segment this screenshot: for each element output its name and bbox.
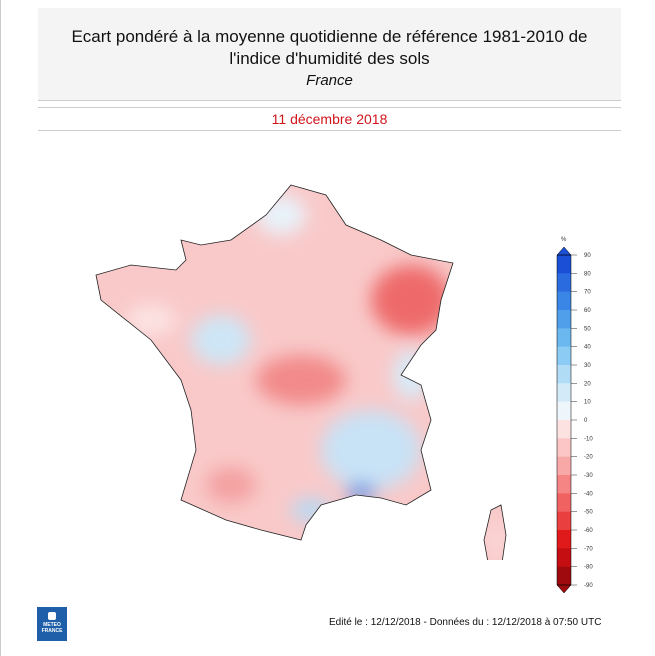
legend-tick-label: -30 [584,473,593,479]
legend-swatch [557,420,571,439]
legend-tick-label: -20 [584,455,593,461]
legend-tick-label: 20 [584,381,591,387]
legend-tick-label: 0 [584,418,588,424]
legend-swatch [557,493,571,512]
legend-swatch [557,291,571,311]
legend-swatch [557,365,571,384]
legend-tick-label: 70 [584,290,591,296]
legend-swatch [557,548,571,567]
legend-swatch [557,328,571,347]
legend-tick-label: -60 [584,528,593,534]
meteo-france-logo: METEO FRANCE [37,607,67,641]
legend-tick-label: -40 [584,491,593,497]
map-subtitle: France [306,72,353,89]
legend-swatch [557,511,571,531]
legend-tick-label: 10 [584,400,591,406]
map-title: Ecart pondéré à la moyenne quotidienne d… [38,26,621,70]
legend-swatch [557,310,571,329]
legend-swatch [557,401,571,421]
legend-swatch [557,456,571,476]
legend-swatch [557,255,571,274]
legend-swatch [557,566,571,586]
legend-arrow-bottom [556,584,572,594]
legend-swatch [557,383,571,402]
legend-tick-label: -80 [584,565,593,571]
legend-arrow-top [556,246,572,256]
legend-swatch [557,475,571,494]
legend-tick-label: 80 [584,271,591,277]
header: Ecart pondéré à la moyenne quotidienne d… [38,8,621,101]
legend-tick-label: 90 [584,253,591,259]
france-map [95,184,507,560]
date-label: 11 décembre 2018 [38,107,621,131]
legend-tick-label: -50 [584,510,593,516]
legend-unit: % [561,237,567,243]
legend-tick-label: 30 [584,363,591,369]
title-line-1: Ecart pondéré à la moyenne quotidienne d… [71,27,588,46]
legend-tick-label: 50 [584,326,591,332]
legend-tick-label: -10 [584,436,593,442]
legend-swatch [557,346,571,366]
legend-swatch [557,273,571,292]
footer-edit-info: Edité le : 12/12/2018 - Données du : 12/… [329,617,602,628]
color-legend: 90 80 70 60 50 40 30 20 10 0 -10 -20 -30 -40 -50 -60 -70… [556,237,593,594]
legend-tick-label: 60 [584,308,591,314]
legend-tick-label: 40 [584,345,591,351]
legend-swatch [557,530,571,549]
legend-swatch [557,438,571,457]
legend-tick-label: -90 [584,583,593,589]
legend-tick-label: -70 [584,546,593,552]
title-line-2: l'indice d'humidité des sols [229,49,430,68]
